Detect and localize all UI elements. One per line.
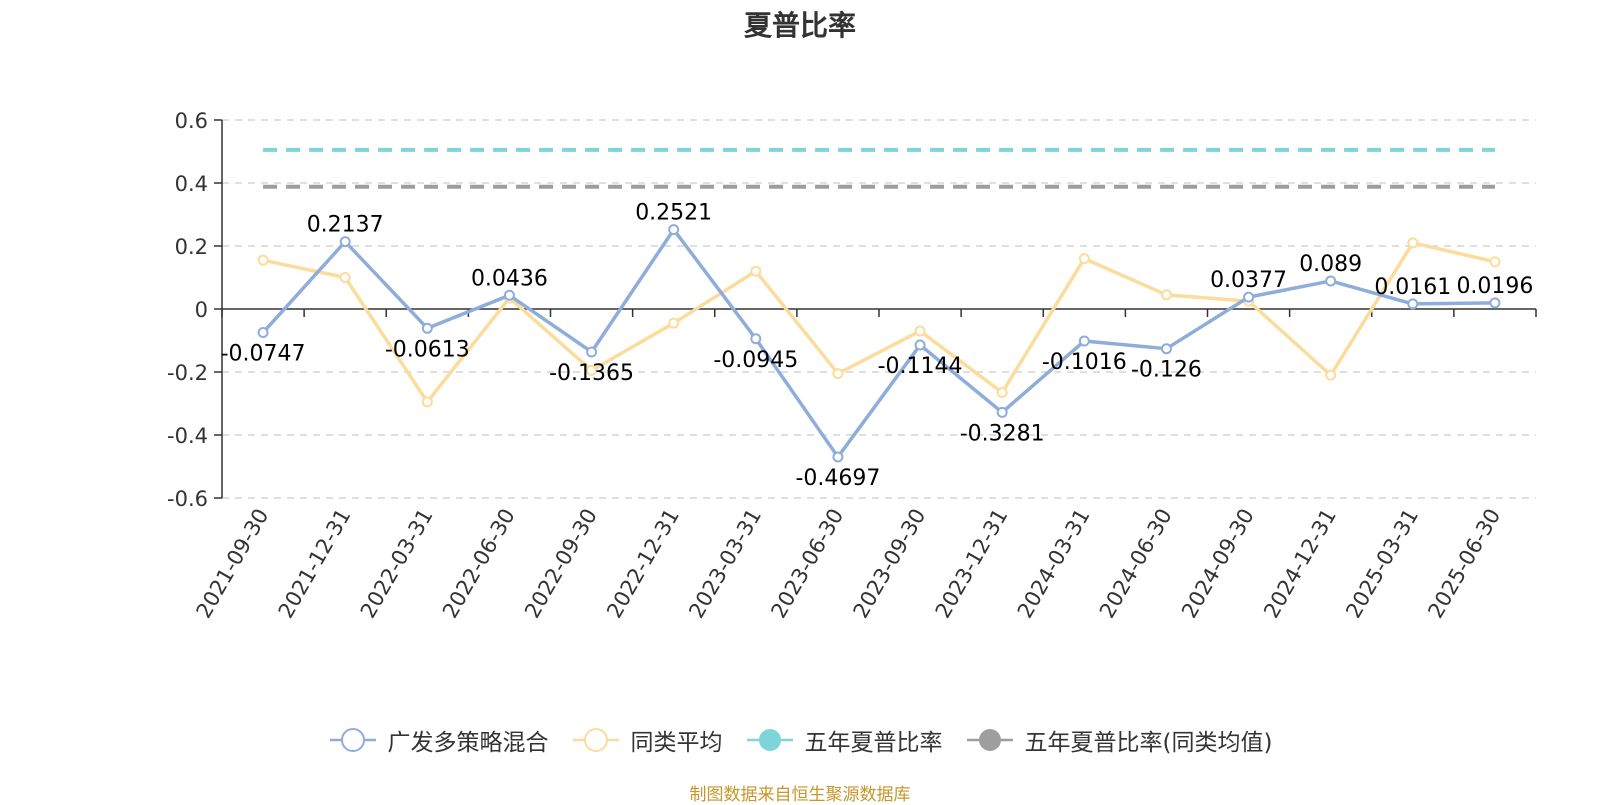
x-tick-label: 2021-09-30 — [192, 505, 274, 623]
source-note: 制图数据来自恒生聚源数据库 — [689, 785, 911, 805]
chart-title: 夏普比率 — [743, 9, 856, 42]
y-tick-label: -0.4 — [167, 424, 208, 448]
x-tick-label: 2023-06-30 — [766, 505, 848, 623]
data-label: 0.0161 — [1374, 275, 1451, 300]
fund-point — [421, 322, 433, 334]
data-label: -0.1365 — [549, 361, 634, 386]
x-tick-label: 2025-06-30 — [1423, 505, 1505, 623]
peer-average-point — [339, 272, 351, 283]
y-tick-label: -0.2 — [167, 361, 208, 385]
legend-item[interactable]: 五年夏普比率 — [745, 723, 943, 757]
fund-point — [1489, 297, 1501, 309]
peer-average-point — [750, 265, 762, 277]
peer-average-line — [262, 241, 1496, 404]
legend-marker-icon — [329, 728, 376, 752]
fund-point — [914, 339, 926, 351]
data-labels: -0.0747 0.2137 -0.0613 0.0436 -0.1365 0.2521 -… — [221, 201, 1534, 491]
legend-label: 同类平均 — [630, 730, 723, 756]
data-label: -0.126 — [1131, 358, 1202, 383]
data-label: -0.0613 — [385, 337, 470, 362]
x-tick-label: 2023-03-31 — [684, 505, 766, 623]
data-label: -0.4697 — [795, 466, 880, 491]
fund-point — [503, 289, 515, 301]
y-tick-label: 0.6 — [175, 109, 208, 133]
fund-point — [1325, 275, 1337, 287]
x-tick-label: 2022-12-31 — [602, 505, 684, 623]
fund-point — [1078, 335, 1090, 347]
series-lines — [257, 224, 1501, 463]
fund-point — [1160, 343, 1172, 355]
fund-point — [586, 346, 598, 358]
fund-point — [750, 333, 762, 345]
x-tick-label: 2025-03-31 — [1341, 505, 1423, 623]
data-label: -0.1016 — [1042, 350, 1127, 375]
reference-lines — [263, 147, 1495, 189]
fund-point — [996, 406, 1008, 418]
fund-point — [1243, 291, 1255, 303]
y-tick-label: -0.6 — [167, 487, 208, 511]
x-tick-label: 2023-09-30 — [849, 505, 931, 623]
peer-average-point — [1407, 237, 1419, 249]
peer-average-point — [832, 368, 844, 380]
data-label: -0.0747 — [221, 342, 306, 367]
legend-item[interactable]: 同类平均 — [571, 723, 723, 757]
data-label: 0.2521 — [635, 201, 712, 226]
data-label: 0.0436 — [471, 266, 548, 291]
grid-lines — [222, 119, 1536, 499]
peer-average-point — [421, 396, 433, 408]
x-tick-label: 2024-03-31 — [1013, 505, 1095, 623]
legend-marker-icon — [572, 728, 619, 752]
fund-point — [339, 236, 351, 248]
data-label: -0.1144 — [878, 354, 963, 379]
legend-label: 广发多策略混合 — [387, 730, 549, 756]
data-label: 0.2137 — [307, 213, 384, 238]
legend: 广发多策略混合 同类平均 五年夏普比率 五年夏普比率(同类均值) — [0, 720, 1600, 760]
peer-average-point — [914, 325, 926, 337]
x-tick-label: 2024-09-30 — [1177, 505, 1259, 623]
fund-line — [261, 227, 1495, 459]
peer-average-point — [996, 386, 1008, 398]
data-label: 0.0377 — [1210, 268, 1287, 293]
x-tick-label: 2021-12-31 — [274, 505, 356, 623]
legend-marker-icon — [746, 729, 793, 751]
y-tick-label: 0 — [195, 298, 208, 322]
fund-point — [668, 224, 680, 236]
legend-label: 五年夏普比率 — [804, 730, 943, 756]
x-tick-label: 2024-06-30 — [1095, 505, 1177, 623]
fund-point — [257, 327, 269, 339]
peer-average-point — [1489, 256, 1501, 268]
peer-average-point — [257, 254, 269, 266]
x-tick-label: 2024-12-31 — [1259, 505, 1341, 623]
y-tick-label: 0.2 — [175, 235, 208, 259]
peer-average-point — [586, 364, 598, 376]
peer-average-point — [1160, 289, 1172, 301]
fund-point — [1407, 298, 1419, 310]
peer-average-point — [668, 317, 680, 329]
legend-label: 五年夏普比率(同类均值) — [1024, 730, 1273, 756]
x-tick-label: 2022-06-30 — [438, 505, 520, 623]
legend-marker-icon — [966, 729, 1013, 751]
data-label: -0.0945 — [713, 348, 798, 373]
fund-point — [832, 451, 844, 463]
legend-item[interactable]: 五年夏普比率(同类均值) — [965, 723, 1273, 757]
data-label: 0.089 — [1299, 252, 1362, 277]
data-label: -0.3281 — [960, 421, 1045, 446]
x-tick-label: 2022-09-30 — [520, 505, 602, 623]
peer-average-point — [1078, 253, 1090, 265]
x-tick-label: 2022-03-31 — [356, 505, 438, 623]
peer-average-point — [1325, 369, 1337, 381]
y-tick-label: 0.4 — [175, 172, 208, 196]
data-label: 0.0196 — [1456, 274, 1533, 299]
legend-item[interactable]: 广发多策略混合 — [328, 723, 549, 757]
x-tick-label: 2023-12-31 — [931, 505, 1013, 623]
